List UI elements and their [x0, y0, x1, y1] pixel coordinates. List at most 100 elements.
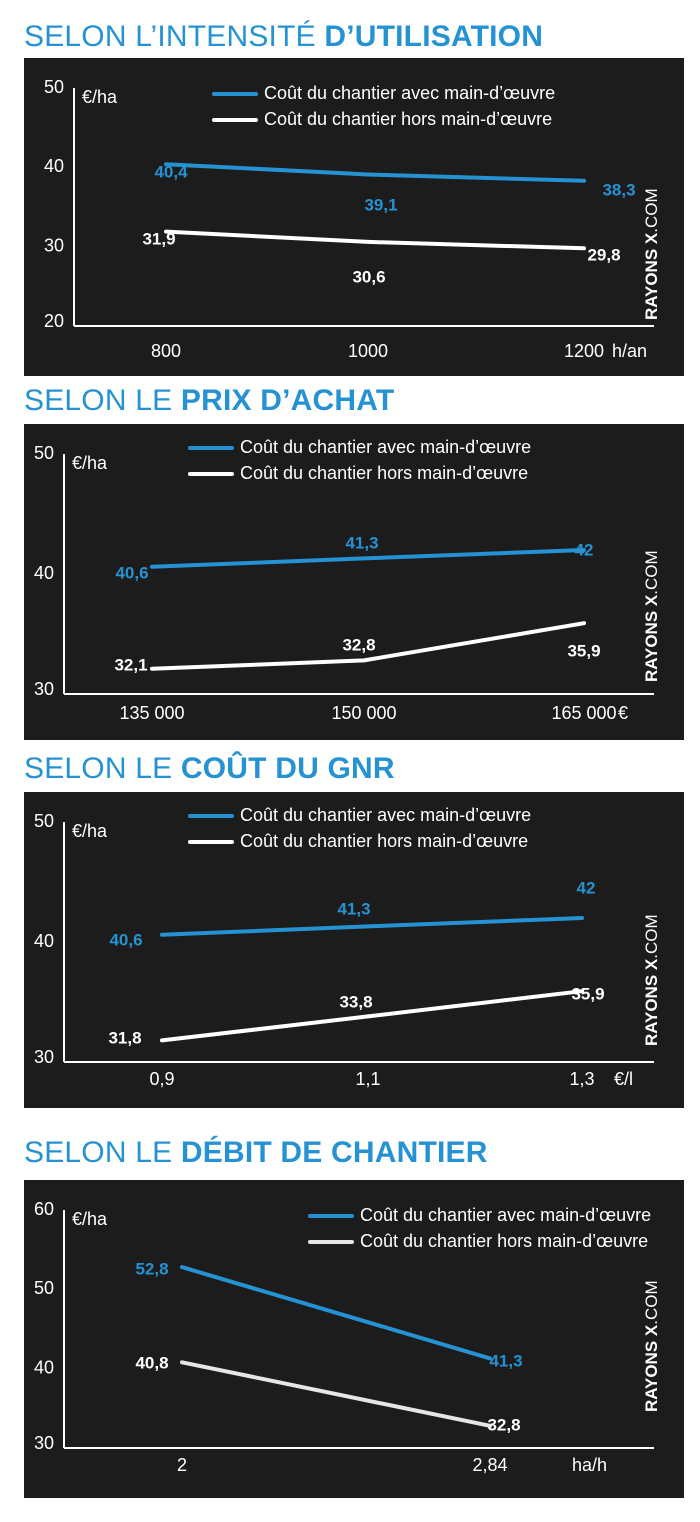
- y-tick-label: 40: [34, 931, 54, 951]
- data-label: 41,3: [337, 899, 370, 918]
- y-tick-label: 30: [34, 1433, 54, 1453]
- watermark-bold: RAYONS X: [642, 232, 661, 320]
- section-title: SELON LE PRIX D’ACHAT: [24, 384, 394, 418]
- section-title-bold: COÛT DU GNR: [180, 752, 395, 785]
- data-label: 38,3: [602, 180, 635, 199]
- chart-panel: 30 40 50 €/ha 135 000 150 000 165 000 € Coût du …: [24, 424, 684, 740]
- section-title: SELON LE DÉBIT DE CHANTIER: [24, 1136, 488, 1170]
- data-label: 40,8: [135, 1353, 168, 1372]
- watermark-light: .COM: [642, 550, 661, 595]
- data-label: 41,3: [345, 533, 378, 552]
- section-title: SELON LE COÛT DU GNR: [24, 752, 395, 786]
- section-title-light: SELON L’INTENSITÉ: [24, 20, 325, 53]
- y-tick-label: 20: [44, 311, 64, 331]
- watermark-bold: RAYONS X: [642, 958, 661, 1046]
- x-tick-label: 1,1: [355, 1069, 380, 1089]
- y-tick-label: 50: [44, 77, 64, 97]
- series-line: [150, 548, 586, 569]
- series-line: [164, 162, 586, 183]
- chart-panel: 20 30 40 50 €/ha 800 1000 1200 h/an Coût du chant…: [24, 58, 684, 376]
- series-line: [180, 1360, 492, 1428]
- y-tick-label: 50: [34, 1278, 54, 1298]
- y-unit-label: €/ha: [72, 1209, 108, 1229]
- line-chart: 30 40 50 €/ha 0,9 1,1 1,3 €/l Coût du chantier a…: [34, 805, 654, 1089]
- y-tick-label: 50: [34, 811, 54, 831]
- y-tick-label: 40: [34, 563, 54, 583]
- x-tick-label: 1200: [564, 341, 604, 361]
- y-tick-label: 60: [34, 1199, 54, 1219]
- data-label: 42: [575, 540, 594, 559]
- data-label: 31,8: [108, 1028, 141, 1047]
- legend-label: Coût du chantier avec main-d’œuvre: [264, 83, 555, 103]
- section-title-bold: PRIX D’ACHAT: [180, 384, 395, 417]
- chart-panel: 30 40 50 €/ha 0,9 1,1 1,3 €/l Coût du chantier a…: [24, 792, 684, 1108]
- series-line: [160, 916, 584, 937]
- data-label: 40,6: [115, 563, 148, 582]
- series-line: [150, 621, 586, 671]
- section-title-bold: DÉBIT DE CHANTIER: [180, 1136, 488, 1169]
- data-label: 35,9: [567, 641, 600, 660]
- x-tick-label: 0,9: [149, 1069, 174, 1089]
- y-unit-label: €/ha: [72, 821, 108, 841]
- data-label: 33,8: [339, 992, 372, 1011]
- section-title-light: SELON LE: [24, 384, 181, 417]
- data-label: 29,8: [587, 245, 620, 264]
- x-tick-label: 2: [177, 1455, 187, 1475]
- y-unit-label: €/ha: [82, 87, 118, 107]
- data-label: 32,8: [487, 1415, 520, 1434]
- watermark-bold: RAYONS X: [642, 1324, 661, 1412]
- data-label: 32,8: [342, 635, 375, 654]
- data-label: 40,6: [109, 930, 142, 949]
- x-tick-label: 1000: [348, 341, 388, 361]
- series-line: [160, 989, 584, 1043]
- x-tick-label: 1,3: [569, 1069, 594, 1089]
- watermark-light: .COM: [642, 188, 661, 233]
- data-label: 42: [577, 878, 596, 897]
- legend-label: Coût du chantier hors main-d’œuvre: [264, 109, 552, 129]
- data-label: 39,1: [364, 195, 397, 214]
- x-tick-label: 165 000: [551, 703, 616, 723]
- legend-label: Coût du chantier hors main-d’œuvre: [240, 463, 528, 483]
- watermark-bold: RAYONS X: [642, 594, 661, 682]
- legend-label: Coût du chantier hors main-d’œuvre: [360, 1231, 648, 1251]
- x-unit-label: h/an: [612, 341, 647, 361]
- y-unit-label: €/ha: [72, 453, 108, 473]
- data-label: 40,4: [154, 162, 188, 181]
- series-line: [180, 1265, 492, 1361]
- data-label: 52,8: [135, 1259, 168, 1278]
- legend-label: Coût du chantier hors main-d’œuvre: [240, 831, 528, 851]
- section-title-light: SELON LE: [24, 752, 181, 785]
- y-tick-label: 40: [34, 1357, 54, 1377]
- data-label: 32,1: [114, 655, 147, 674]
- legend-label: Coût du chantier avec main-d’œuvre: [240, 437, 531, 457]
- line-chart: 30 40 50 €/ha 135 000 150 000 165 000 € Coût du …: [34, 437, 654, 723]
- y-tick-label: 40: [44, 156, 64, 176]
- legend-label: Coût du chantier avec main-d’œuvre: [240, 805, 531, 825]
- watermark-light: .COM: [642, 1280, 661, 1325]
- section-title: SELON L’INTENSITÉ D’UTILISATION: [24, 20, 543, 54]
- data-label: 31,9: [142, 229, 175, 248]
- x-unit-label: €: [618, 703, 628, 723]
- y-tick-label: 50: [34, 443, 54, 463]
- y-tick-label: 30: [44, 235, 64, 255]
- watermark-light: .COM: [642, 914, 661, 959]
- series-line: [164, 229, 586, 251]
- x-tick-label: 150 000: [331, 703, 396, 723]
- y-tick-label: 30: [34, 679, 54, 699]
- line-chart: 20 30 40 50 €/ha 800 1000 1200 h/an Coût du chant…: [44, 77, 654, 361]
- chart-panel: 30 40 50 60 €/ha 2 2,84 ha/h Coût du chantier av…: [24, 1180, 684, 1498]
- x-tick-label: 2,84: [472, 1455, 507, 1475]
- legend-label: Coût du chantier avec main-d’œuvre: [360, 1205, 651, 1225]
- data-label: 35,9: [571, 984, 604, 1003]
- line-chart: 30 40 50 60 €/ha 2 2,84 ha/h Coût du chantier av…: [34, 1199, 654, 1475]
- section-title-light: SELON LE: [24, 1136, 181, 1169]
- data-label: 30,6: [352, 267, 385, 286]
- x-unit-label: €/l: [614, 1069, 633, 1089]
- data-label: 41,3: [489, 1351, 522, 1370]
- x-tick-label: 135 000: [119, 703, 184, 723]
- x-tick-label: 800: [151, 341, 181, 361]
- y-tick-label: 30: [34, 1047, 54, 1067]
- x-unit-label: ha/h: [572, 1455, 607, 1475]
- section-title-bold: D’UTILISATION: [324, 20, 544, 53]
